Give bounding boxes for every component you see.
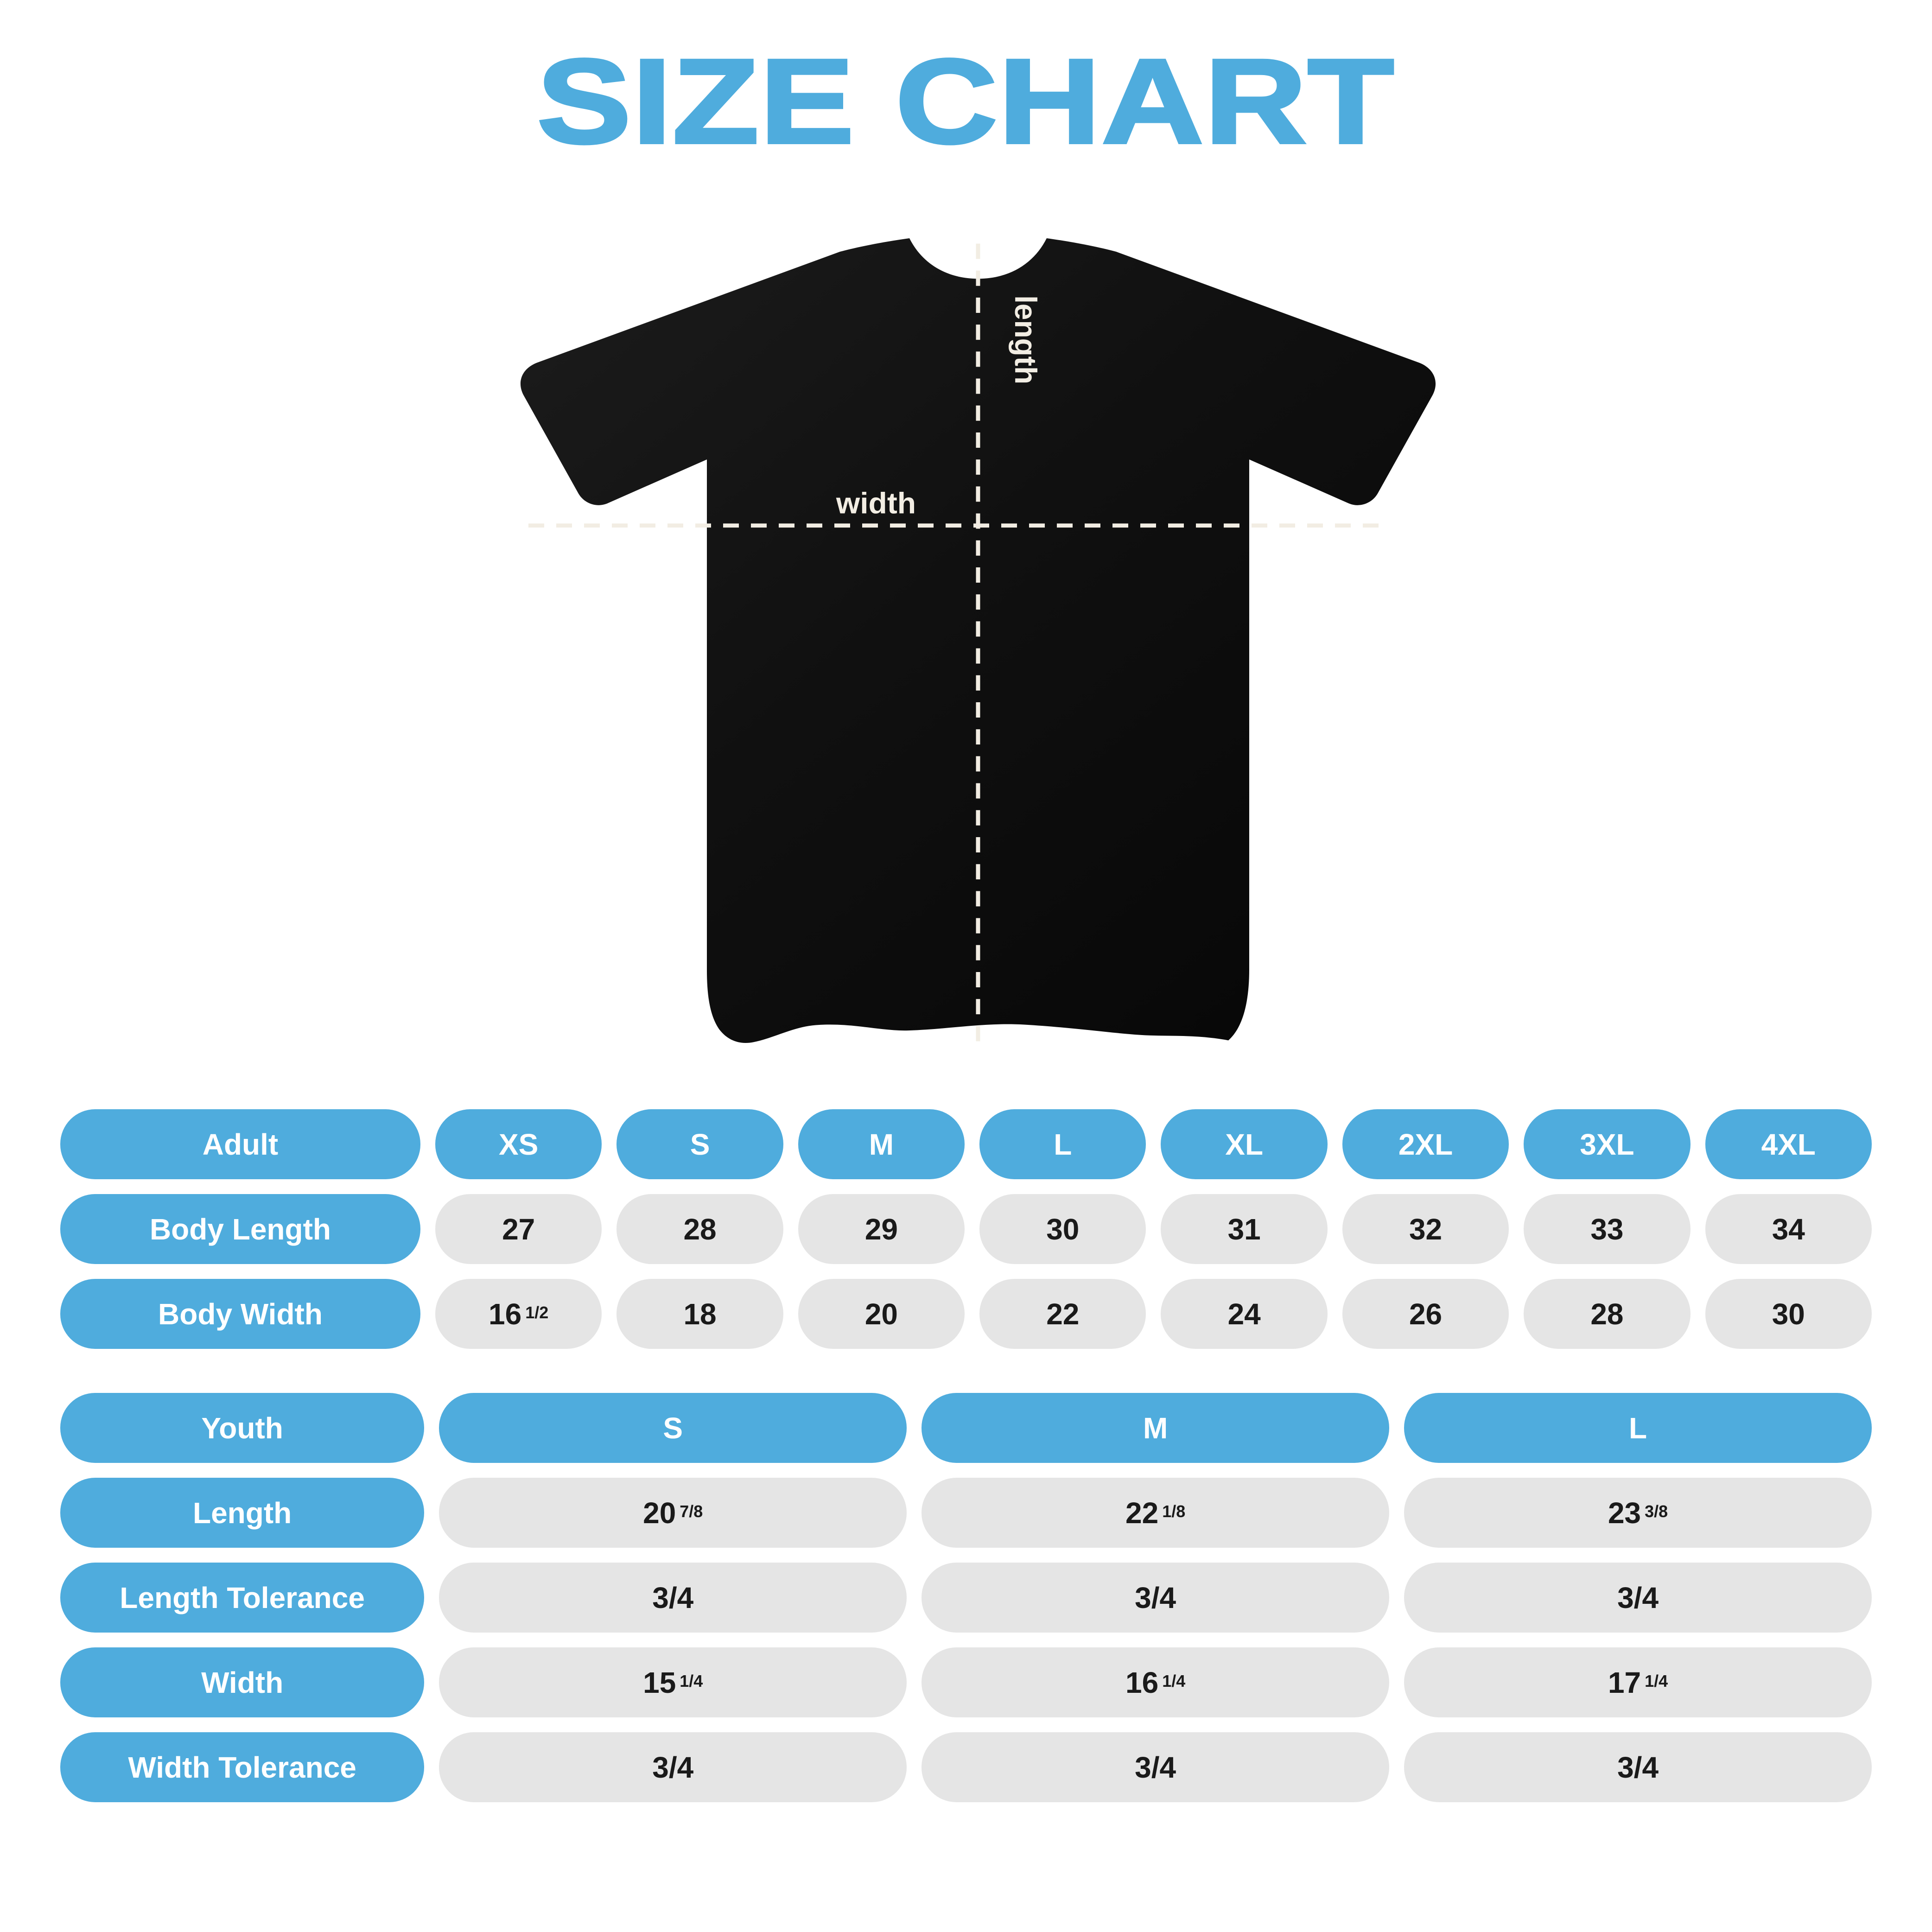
svg-text:length: length <box>1009 295 1043 384</box>
svg-text:width: width <box>836 487 916 520</box>
